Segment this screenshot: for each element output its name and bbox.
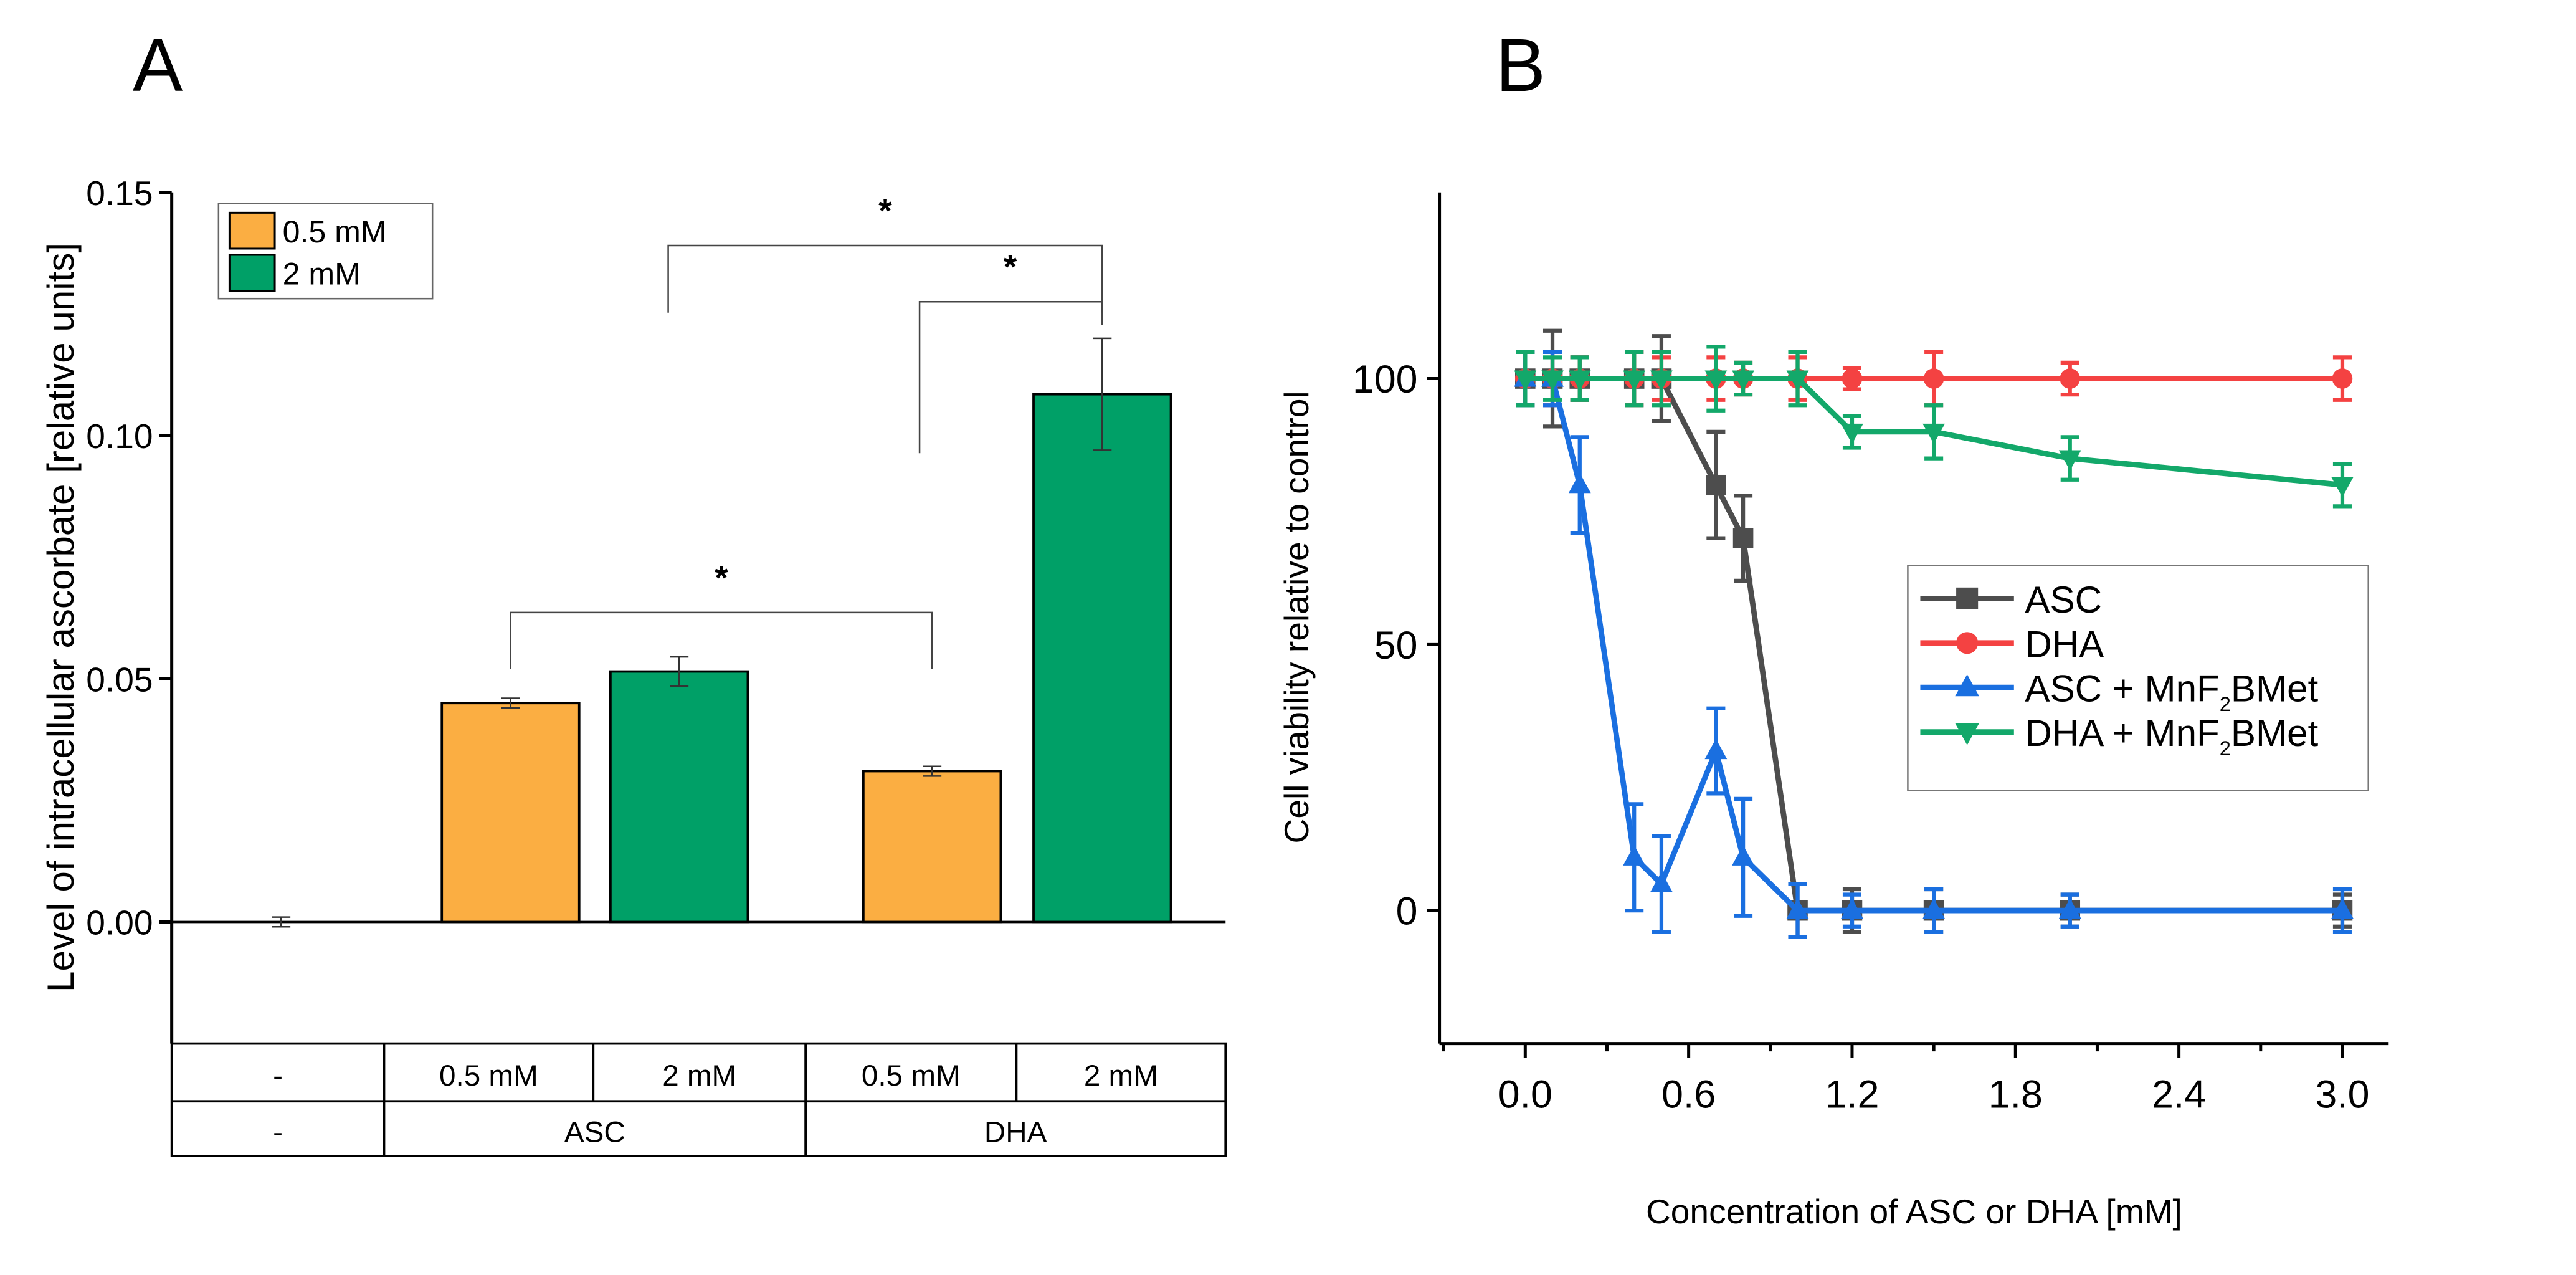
triangle-down-marker (2331, 477, 2354, 497)
triangle-up-marker (1955, 674, 1979, 697)
triangle-down-marker (1541, 370, 1564, 391)
legend-label-subscript: 2 (2220, 693, 2231, 715)
table-cell: DHA (984, 1115, 1047, 1148)
bar (862, 770, 1002, 924)
triangle-down-marker (2058, 450, 2081, 471)
bar (440, 702, 581, 924)
triangle-down-marker (1650, 370, 1673, 391)
legend-label: ASC + MnF2BMet (2025, 668, 2318, 715)
table-cell: 2 mM (1084, 1059, 1158, 1092)
triangle-down-marker (1623, 370, 1646, 391)
panel-b-line-chart: 0 50 100 0.0 0.6 1.2 1.8 2.4 3.0 Concentration of… (1277, 192, 2389, 1231)
triangle-up-marker (1786, 898, 1809, 919)
circle-marker (1956, 632, 1979, 654)
circle-marker (2060, 368, 2081, 389)
circle-marker (1842, 368, 1863, 389)
legend-box (1907, 565, 2369, 791)
significance-star: * (715, 558, 728, 596)
square-marker (1706, 474, 1726, 495)
panel-label-b: B (1496, 24, 1546, 107)
legend-label: DHA (2025, 623, 2104, 665)
table-cell: 0.5 mM (439, 1059, 538, 1092)
x-tick-label: 0.0 (1498, 1072, 1552, 1116)
x-tick-label: 1.2 (1825, 1072, 1879, 1116)
legend-label-suffix: BMet (2231, 668, 2319, 710)
series-dha-mnf (1514, 345, 2354, 509)
y-tick-label: 0 (1396, 890, 1418, 934)
y-tick-label: 0.05 (86, 660, 153, 699)
square-marker (1956, 587, 1979, 609)
bar (609, 670, 749, 924)
significance-star: * (1004, 247, 1017, 286)
triangle-down-marker (1514, 370, 1537, 391)
triangle-down-marker (1922, 423, 1946, 444)
legend-label-name: ASC (2025, 579, 2102, 621)
legend-label: DHA + MnF2BMet (2025, 712, 2318, 760)
legend-swatch (228, 211, 276, 250)
y-axis-label: Level of intracellular ascorbate [relati… (40, 242, 82, 992)
y-tick-label: 100 (1352, 358, 1418, 401)
significance-bracket (510, 611, 933, 669)
significance-star: * (878, 191, 892, 229)
table-cell: 0.5 mM (862, 1059, 961, 1092)
x-tick-label: 2.4 (2152, 1072, 2206, 1116)
circle-marker (2332, 368, 2353, 389)
y-tick-label: 50 (1374, 624, 1418, 667)
table-cell: - (273, 1059, 283, 1092)
triangle-down-marker (1841, 423, 1863, 444)
circle-marker (1923, 368, 1944, 389)
triangle-up-marker (1650, 871, 1673, 892)
legend-label-suffix: BMet (2231, 712, 2319, 754)
triangle-up-marker (2058, 898, 2081, 919)
series-line (1525, 376, 2342, 914)
triangle-down-marker (1732, 370, 1754, 391)
y-axis-label: Cell viability relative to control (1277, 391, 1316, 843)
panel-label-a: A (133, 24, 183, 107)
x-tick-label: 0.6 (1661, 1072, 1716, 1116)
x-axis-label: Concentration of ASC or DHA [mM] (1646, 1192, 2182, 1231)
bar (1032, 393, 1172, 924)
triangle-up-marker (1841, 898, 1863, 919)
legend-label: 0.5 mM (283, 214, 387, 249)
triangle-up-marker (1922, 898, 1946, 919)
legend-label-subscript: 2 (2220, 737, 2231, 760)
square-marker (1732, 528, 1754, 548)
legend-label: ASC (2025, 579, 2102, 621)
triangle-up-marker (1623, 845, 1646, 866)
legend-label-name: DHA + MnF (2025, 712, 2219, 754)
y-tick-label: 0.00 (86, 904, 153, 942)
table-cell: ASC (564, 1115, 625, 1148)
legend-swatch (228, 254, 276, 292)
legend-label-name: ASC + MnF (2025, 668, 2219, 710)
triangle-up-marker (1732, 845, 1754, 866)
legend-label-name: DHA (2025, 623, 2104, 665)
significance-bracket (918, 300, 1103, 454)
legend-label: 2 mM (283, 257, 361, 292)
triangle-up-marker (1568, 472, 1591, 494)
x-tick-label: 3.0 (2315, 1072, 2369, 1116)
y-tick-label: 0.10 (86, 417, 153, 456)
triangle-down-marker (1786, 370, 1809, 391)
table-cell: - (273, 1115, 283, 1148)
y-tick-label: 0.15 (86, 174, 153, 212)
triangle-down-marker (1704, 370, 1728, 391)
x-tick-label: 1.8 (1989, 1072, 2043, 1116)
triangle-up-marker (2331, 898, 2354, 919)
triangle-up-marker (1704, 738, 1728, 760)
table-cell: 2 mM (662, 1059, 736, 1092)
table-border (170, 1042, 1227, 1157)
triangle-down-marker (1955, 723, 1979, 745)
triangle-down-marker (1568, 370, 1591, 391)
significance-bracket (667, 244, 1103, 313)
